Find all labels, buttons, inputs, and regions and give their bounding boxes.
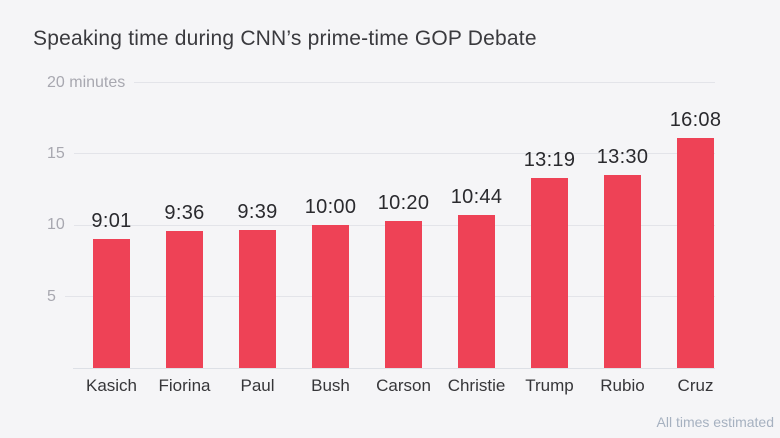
footer-note: All times estimated	[656, 414, 774, 430]
bar-trump	[531, 178, 568, 368]
bar-rubio	[604, 175, 641, 368]
bar-cruz	[677, 138, 714, 368]
x-tick-label: Carson	[376, 376, 431, 395]
x-tick-label: Cruz	[677, 376, 714, 395]
bar-carson	[385, 221, 422, 368]
bar-value-label: 16:08	[669, 109, 722, 131]
y-tick-label: 20 minutes	[47, 73, 126, 91]
gridline-line	[134, 82, 715, 84]
bar-value-label: 13:30	[596, 146, 649, 168]
bar-value-label: 10:00	[304, 196, 357, 218]
y-tick-label: 5	[47, 287, 56, 305]
bar-paul	[239, 230, 276, 368]
x-tick-label: Paul	[240, 376, 275, 395]
bar-value-label: 9:01	[91, 210, 132, 232]
bar-value-label: 9:36	[164, 202, 205, 224]
bar-value-label: 13:19	[523, 149, 576, 171]
bar-value-label: 9:39	[237, 201, 278, 223]
bar-kasich	[93, 239, 130, 368]
bar-value-label: 10:20	[377, 192, 430, 214]
gridline-15: 15	[47, 144, 715, 164]
y-tick-label: 15	[47, 144, 65, 162]
bar-value-label: 10:44	[450, 186, 503, 208]
gridline-20: 20 minutes	[47, 73, 715, 93]
bar-bush	[312, 225, 349, 368]
x-tick-label: Trump	[525, 376, 574, 395]
y-tick-label: 10	[47, 216, 65, 234]
bar-christie	[458, 215, 495, 368]
x-tick-label: Bush	[311, 376, 350, 395]
gridline-line	[73, 153, 715, 155]
x-axis-line	[73, 368, 715, 369]
x-tick-label: Kasich	[85, 376, 138, 395]
chart-title: Speaking time during CNN’s prime-time GO…	[33, 27, 537, 50]
x-tick-label: Fiorina	[158, 376, 211, 395]
x-tick-label: Rubio	[600, 376, 645, 395]
x-tick-label: Christie	[447, 376, 506, 395]
bar-fiorina	[166, 231, 203, 368]
